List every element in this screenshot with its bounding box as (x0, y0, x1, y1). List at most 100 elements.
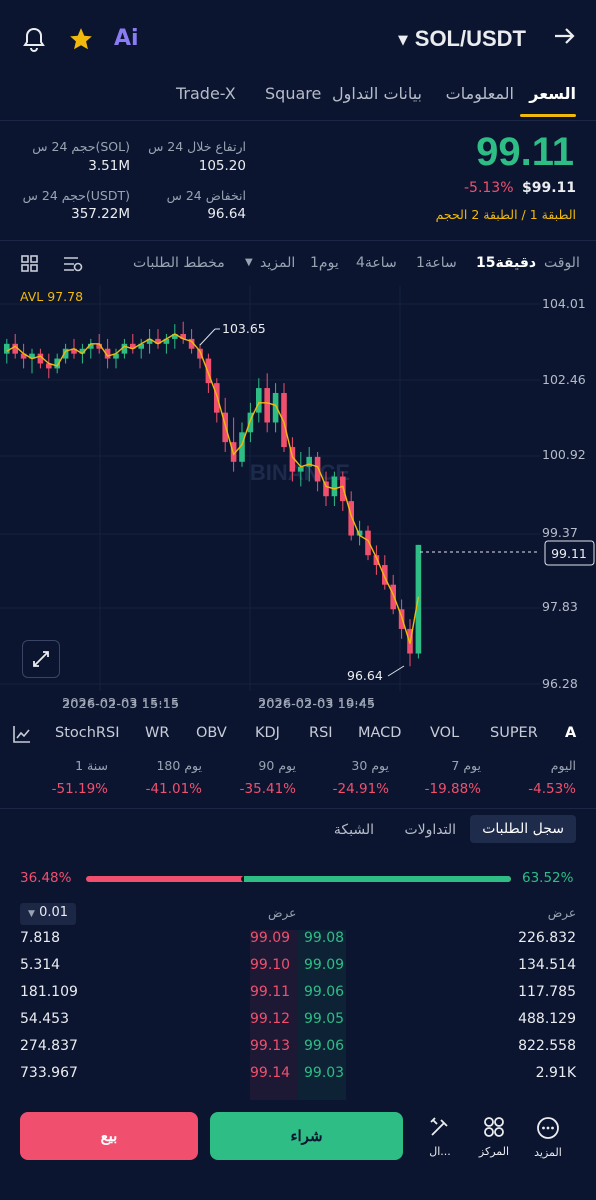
low-24h-value: 96.64 (207, 206, 246, 222)
ask-depth-bg (250, 930, 298, 1100)
candle (247, 412, 254, 433)
tf-4h[interactable]: 4ساعة (356, 255, 397, 271)
ind-kdj[interactable]: KDJ (255, 725, 280, 741)
ind-super[interactable]: SUPER (490, 725, 538, 741)
candle (180, 333, 186, 339)
more-label: المزيد (534, 1146, 562, 1159)
ratio-buy-fill (241, 876, 511, 882)
timeframe-bar: مخطط الطلبات ▼ المزيد 1يوم 4ساعة 1ساعة 1… (0, 252, 596, 276)
low-marker-label: 96.64 (347, 668, 383, 683)
chart-canvas[interactable]: BINANCE 99.11 103.65 96.64 AVL 97.78 104… (0, 286, 596, 714)
depth-chart-tab[interactable]: مخطط الطلبات (133, 255, 225, 271)
candle (306, 456, 312, 467)
buy-sell-ratio: 36.48% 63.52% (0, 870, 596, 888)
high-24h-value: 105.20 (198, 158, 246, 174)
ind-partial[interactable]: A (565, 725, 577, 741)
right-header: عرض (547, 906, 576, 920)
position-icon (484, 1117, 504, 1137)
position-label: المركز (478, 1145, 510, 1158)
precision-value: 0.01 (39, 905, 69, 920)
category-tags[interactable]: الطبقة 1 / الطبقة 2 الحجم (435, 207, 576, 222)
tf-time[interactable]: الوقت (544, 255, 580, 271)
candle (88, 343, 94, 349)
grid-layout-icon[interactable] (20, 254, 40, 278)
tab-info[interactable]: المعلومات (445, 84, 514, 103)
bell-icon[interactable] (22, 26, 46, 56)
low-marker-line (387, 665, 405, 677)
buy-button[interactable]: شراء (210, 1112, 403, 1160)
tab-order-book[interactable]: سجل الطلبات (470, 815, 576, 843)
ask-price: 99.14 (250, 1065, 291, 1081)
candlestick-chart[interactable]: BINANCE 99.11 103.65 96.64 AVL 97.78 104… (0, 286, 596, 714)
table-row[interactable]: 274.837 99.13 99.06 822.558 (0, 1038, 596, 1065)
candle (172, 333, 178, 339)
vol-sol-label: حجم 24 س(SOL) (32, 139, 130, 154)
sell-ratio: 36.48% (20, 870, 72, 886)
perf-180d: 180 يوم -41.01% (145, 758, 202, 797)
top-bar: Ai ▼ SOL/USDT (0, 0, 596, 80)
table-row[interactable]: 733.967 99.14 99.03 2.91K (0, 1065, 596, 1092)
candle (281, 392, 287, 448)
fullscreen-button[interactable] (22, 640, 60, 678)
divider (0, 808, 596, 809)
table-row[interactable]: 7.818 99.09 99.08 226.832 (0, 930, 596, 957)
ai-icon[interactable]: Ai (114, 26, 139, 51)
perf-1y: 1 سنة -51.19% (51, 758, 108, 797)
position-button[interactable]: المركز (474, 1116, 514, 1158)
candle (205, 358, 212, 384)
ind-obv[interactable]: OBV (196, 725, 227, 741)
tools-button[interactable]: ال... (420, 1116, 460, 1158)
pair-title[interactable]: SOL/USDT (414, 26, 526, 51)
bid-price: 99.08 (304, 930, 345, 946)
ind-stochrsi[interactable]: StochRSI (55, 725, 120, 741)
ask-qty: 181.109 (20, 984, 78, 1000)
ind-wr[interactable]: WR (145, 725, 170, 741)
low-24h-label: انخفاض 24 س (166, 188, 246, 203)
candle (365, 530, 371, 556)
price-change: -5.13% (463, 180, 514, 196)
order-book: 7.818 99.09 99.08 226.832 5.314 99.10 99… (0, 930, 596, 1100)
table-row[interactable]: 54.453 99.12 99.05 488.129 (0, 1011, 596, 1038)
y-axis: 104.01 102.46 100.92 99.37 97.83 96.28 (542, 296, 586, 691)
tf-15m[interactable]: 15دقيقة (476, 255, 537, 271)
tab-network[interactable]: الشبكة (333, 822, 374, 838)
ind-macd[interactable]: MACD (358, 725, 402, 741)
table-row[interactable]: 181.109 99.11 99.06 117.785 (0, 984, 596, 1011)
more-timeframes[interactable]: المزيد (260, 255, 296, 271)
ind-rsi[interactable]: RSI (309, 725, 333, 741)
bid-price: 99.06 (304, 1038, 345, 1054)
candle (314, 456, 321, 482)
star-icon[interactable] (68, 26, 94, 56)
candle (331, 476, 338, 497)
arrow-right-icon[interactable] (552, 24, 576, 55)
candle (398, 609, 405, 629)
indicator-settings-icon[interactable] (12, 724, 32, 748)
precision-select[interactable]: ▼ 0.01 (20, 903, 77, 925)
table-row[interactable]: 5.314 99.10 99.09 134.514 (0, 957, 596, 984)
chart-settings-icon[interactable] (62, 254, 84, 278)
vol-usdt-label: حجم 24 س(USDT) (22, 188, 130, 203)
candle (348, 501, 354, 536)
bid-price: 99.09 (304, 957, 345, 973)
candle (197, 348, 203, 359)
more-button[interactable]: المزيد (528, 1116, 568, 1159)
tf-1h[interactable]: 1ساعة (416, 255, 457, 271)
high-24h-label: ارتفاع خلال 24 س (148, 139, 246, 154)
candle (155, 338, 161, 344)
tab-square[interactable]: Square (265, 84, 322, 103)
sell-button[interactable]: بيع (20, 1112, 198, 1160)
more-dropdown-icon[interactable]: ▼ (245, 257, 253, 268)
candle (113, 353, 119, 359)
candle (46, 363, 52, 369)
x-axis-label-1: 2026-02-03 15:15 (62, 697, 180, 712)
candle (29, 353, 35, 359)
tf-1d[interactable]: 1يوم (310, 255, 339, 271)
ask-price: 99.10 (250, 957, 291, 973)
ind-vol[interactable]: VOL (430, 725, 460, 741)
tab-trading-data[interactable]: بيانات التداول (332, 84, 422, 103)
tab-trades[interactable]: التداولات (404, 822, 456, 838)
pair-dropdown-icon[interactable]: ▼ (398, 33, 408, 48)
candle (264, 388, 270, 423)
tab-trade-x[interactable]: Trade-X (176, 84, 236, 103)
tab-price[interactable]: السعر (529, 84, 576, 103)
